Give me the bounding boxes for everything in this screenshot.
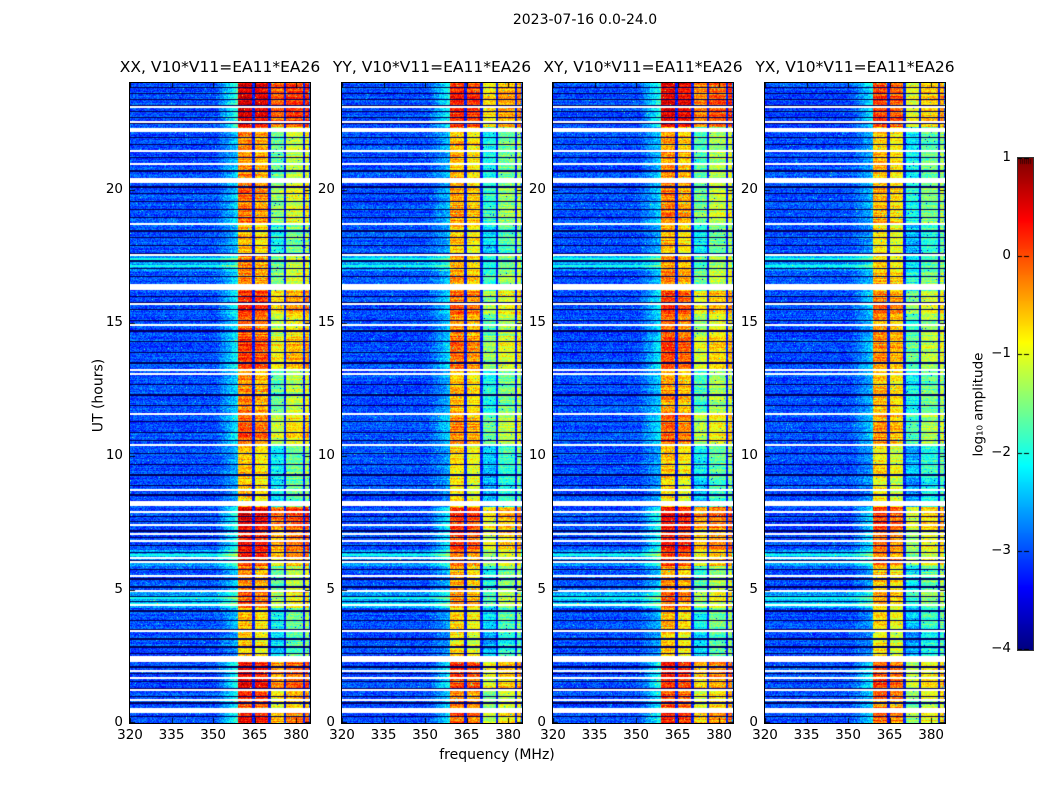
heatmap-yx (764, 82, 946, 724)
y-tick-label: 15 (105, 314, 123, 330)
figure-title: 2023-07-16 0.0-24.0 (512, 12, 658, 28)
y-tick-label: 10 (740, 447, 758, 464)
y-tick-label: 10 (317, 447, 335, 464)
x-tick-label: 365 (241, 727, 268, 743)
x-tick-label: 320 (752, 727, 778, 743)
panel-title-xx: XX, V10*V11=EA11*EA26 (119, 58, 321, 76)
x-tick-label: 335 (581, 727, 608, 743)
heatmap-xx (129, 82, 311, 724)
y-tick-label: 15 (317, 314, 335, 330)
x-tick-label: 350 (623, 727, 649, 743)
x-tick-label: 365 (664, 727, 691, 743)
y-tick-label: 0 (326, 714, 335, 730)
y-tick-label: 20 (740, 180, 758, 197)
x-tick-label: 335 (158, 727, 185, 743)
y-tick-label: 5 (749, 580, 758, 597)
x-tick-label: 350 (412, 727, 438, 743)
x-tick-label: 335 (370, 727, 397, 743)
heatmap-yy (341, 82, 523, 724)
y-tick-label: 0 (537, 714, 546, 730)
colorbar-tick-label: 0 (1002, 247, 1011, 263)
y-tick-label: 5 (537, 580, 546, 597)
x-tick-label: 380 (495, 727, 522, 743)
y-tick-label: 20 (317, 180, 335, 197)
y-tick-label: 15 (740, 314, 758, 330)
x-axis-label: frequency (MHz) (439, 747, 555, 763)
panel-title-xy: XY, V10*V11=EA11*EA26 (543, 58, 743, 76)
x-tick-label: 350 (200, 727, 226, 743)
x-tick-label: 320 (540, 727, 566, 743)
colorbar (1017, 157, 1034, 651)
colorbar-tick-label: −4 (991, 640, 1011, 656)
x-tick-label: 365 (876, 727, 903, 743)
panel-title-yx: YX, V10*V11=EA11*EA26 (755, 58, 955, 76)
x-tick-label: 380 (918, 727, 945, 743)
x-tick-label: 365 (453, 727, 480, 743)
y-tick-label: 5 (326, 580, 335, 597)
y-tick-label: 20 (105, 180, 123, 197)
x-tick-label: 380 (283, 727, 310, 743)
colorbar-tick-label: −1 (991, 345, 1011, 361)
colorbar-tick-label: −3 (991, 542, 1011, 558)
y-tick-label: 15 (528, 314, 546, 330)
x-tick-label: 335 (793, 727, 820, 743)
y-tick-label: 10 (528, 447, 546, 464)
y-tick-label: 20 (528, 180, 546, 197)
x-tick-label: 380 (706, 727, 733, 743)
colorbar-tick-label: 1 (1002, 149, 1011, 165)
y-tick-label: 5 (114, 580, 123, 597)
panel-title-yy: YY, V10*V11=EA11*EA26 (332, 58, 532, 76)
y-tick-label: 0 (114, 714, 123, 730)
x-tick-label: 320 (117, 727, 143, 743)
y-axis-label: UT (hours) (90, 358, 107, 433)
heatmap-xy (552, 82, 734, 724)
x-tick-label: 320 (329, 727, 355, 743)
colorbar-tick-label: −2 (991, 444, 1011, 460)
x-tick-label: 350 (835, 727, 861, 743)
y-tick-label: 0 (749, 714, 758, 730)
y-tick-label: 10 (105, 447, 123, 464)
